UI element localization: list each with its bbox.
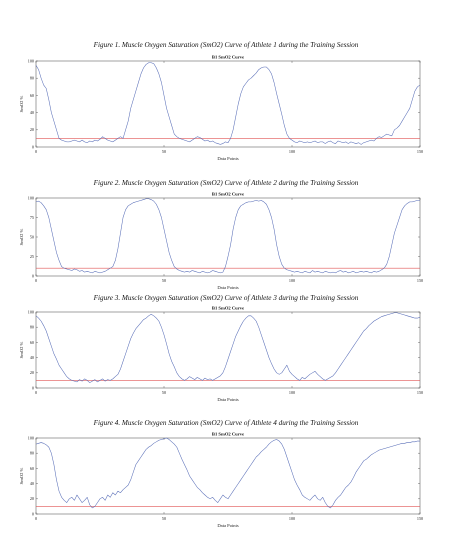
y-axis-label: SmO2 % xyxy=(19,467,24,484)
figure-4-chart: B1 SmO2 Curve 0 20 40 60 80 100 0 50 100 150 Data P… xyxy=(19,432,423,529)
x-tick-label: 0 xyxy=(35,516,37,521)
y-tick-label: 20 xyxy=(30,496,34,501)
y-tick-label: 40 xyxy=(30,355,34,360)
x-tick-label: 100 xyxy=(289,390,295,395)
y-tick-label: 80 xyxy=(30,76,34,81)
y-axis-label: SmO2 % xyxy=(19,95,24,112)
x-tick-label: 0 xyxy=(35,278,37,283)
y-tick-label: 0 xyxy=(32,273,34,278)
y-tick-label: 60 xyxy=(30,466,34,471)
plot-frame xyxy=(35,197,421,277)
figure-3-caption: Figure 3. Muscle Oxygen Saturation (SmO2… xyxy=(93,294,359,302)
x-tick-label: 0 xyxy=(35,149,37,154)
x-tick-label: 50 xyxy=(162,149,166,154)
figure-2-caption: Figure 2. Muscle Oxygen Saturation (SmO2… xyxy=(93,179,359,187)
x-tick-label: 50 xyxy=(162,516,166,521)
plot-frame xyxy=(35,437,421,515)
y-tick-label: 80 xyxy=(30,325,34,330)
x-tick-label: 150 xyxy=(417,390,423,395)
y-axis-label: SmO2 % xyxy=(19,341,24,358)
y-tick-label: 20 xyxy=(30,127,34,132)
x-axis-label: Data Points xyxy=(217,285,239,290)
y-tick-label: 20 xyxy=(30,370,34,375)
x-tick-label: 150 xyxy=(417,516,423,521)
figure-1-chart: B1 SmO2 Curve 0 20 40 60 80 100 0 50 100 150 Data P… xyxy=(19,55,423,162)
y-axis-label: SmO2 % xyxy=(19,228,24,245)
y-tick-label: 60 xyxy=(30,340,34,345)
figure-2-chart: B1 SmO2 Curve 0 25 50 75 100 0 50 100 150 Data Poi… xyxy=(19,192,423,291)
y-tick-label: 80 xyxy=(30,451,34,456)
y-tick-label: 0 xyxy=(32,511,34,516)
x-tick-label: 100 xyxy=(289,278,295,283)
y-tick-label: 50 xyxy=(30,234,34,239)
x-tick-label: 100 xyxy=(289,149,295,154)
x-tick-label: 50 xyxy=(162,278,166,283)
x-axis-label: Data Points xyxy=(217,397,239,402)
x-tick-label: 100 xyxy=(289,516,295,521)
y-tick-label: 60 xyxy=(30,93,34,98)
chart-title: B1 SmO2 Curve xyxy=(212,432,244,437)
plot-frame xyxy=(35,311,421,389)
y-tick-label: 25 xyxy=(30,254,34,259)
y-tick-label: 100 xyxy=(28,195,34,200)
y-tick-label: 40 xyxy=(30,110,34,115)
x-tick-label: 50 xyxy=(162,390,166,395)
y-tick-label: 100 xyxy=(28,58,34,63)
smo2-series-line xyxy=(35,437,420,509)
y-tick-label: 75 xyxy=(30,215,34,220)
x-axis-label: Data Points xyxy=(217,523,239,528)
smo2-series-line xyxy=(35,198,420,274)
chart-title: B1 SmO2 Curve xyxy=(212,55,244,60)
figure-3-chart: B1 SmO2 Curve 0 20 40 60 80 100 0 50 100 150 Data P… xyxy=(19,306,423,403)
y-tick-label: 40 xyxy=(30,481,34,486)
x-tick-label: 150 xyxy=(417,278,423,283)
smo2-series-line xyxy=(35,62,421,145)
plot-frame xyxy=(35,60,421,148)
chart-title: B1 SmO2 Curve xyxy=(212,192,244,197)
figure-1-caption: Figure 1. Muscle Oxygen Saturation (SmO2… xyxy=(93,41,359,49)
figure-4-caption: Figure 4. Muscle Oxygen Saturation (SmO2… xyxy=(93,419,359,427)
chart-title: B1 SmO2 Curve xyxy=(212,306,244,311)
y-tick-label: 0 xyxy=(32,385,34,390)
x-tick-label: 150 xyxy=(417,149,423,154)
y-tick-label: 0 xyxy=(32,144,34,149)
x-axis-label: Data Points xyxy=(217,156,239,161)
smo2-series-line xyxy=(35,312,421,383)
x-tick-label: 0 xyxy=(35,390,37,395)
y-tick-label: 100 xyxy=(28,435,34,440)
y-tick-label: 100 xyxy=(28,309,34,314)
